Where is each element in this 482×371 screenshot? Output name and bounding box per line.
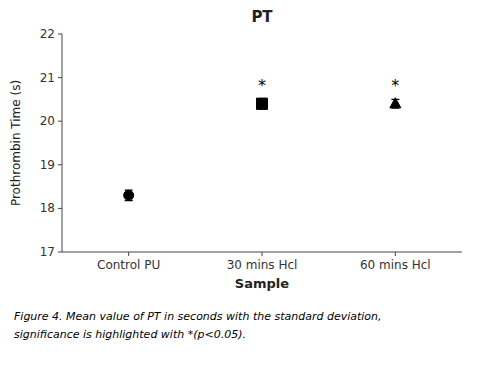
y-tick-label: 17 — [40, 245, 55, 259]
x-tick — [128, 252, 129, 256]
y-tick-label: 19 — [40, 158, 55, 172]
y-tick — [58, 77, 62, 78]
x-tick-label: 60 mins Hcl — [360, 258, 431, 272]
x-tick-label: Control PU — [97, 258, 160, 272]
y-tick — [58, 164, 62, 165]
plot-area — [124, 98, 401, 201]
y-axis — [62, 34, 63, 252]
error-bar — [125, 190, 133, 200]
y-tick-label: 18 — [40, 201, 55, 215]
significance-label: * — [391, 76, 399, 95]
x-axis-label: Sample — [235, 276, 289, 291]
significance-label: * — [258, 76, 266, 95]
y-tick — [58, 121, 62, 122]
y-tick — [58, 208, 62, 209]
chart: PT 17 18 19 20 21 22 Prothrombin Time (s) Contro… — [0, 0, 482, 371]
y-tick-label: 22 — [40, 27, 55, 41]
y-tick — [58, 34, 62, 35]
y-tick-label: 20 — [40, 114, 55, 128]
y-tick-label: 21 — [40, 71, 55, 85]
y-axis-label: Prothrombin Time (s) — [9, 80, 23, 206]
title: PT — [251, 8, 273, 26]
x-tick-label: 30 mins Hcl — [227, 258, 298, 272]
marker — [257, 98, 268, 109]
x-tick — [395, 252, 396, 256]
y-tick — [58, 252, 62, 253]
x-tick — [262, 252, 263, 256]
marker — [390, 98, 401, 108]
caption: Figure 4. Mean value of PT in seconds wi… — [14, 310, 382, 323]
caption: significance is highlighted with *(p<0.0… — [14, 328, 246, 341]
marker — [124, 190, 134, 200]
